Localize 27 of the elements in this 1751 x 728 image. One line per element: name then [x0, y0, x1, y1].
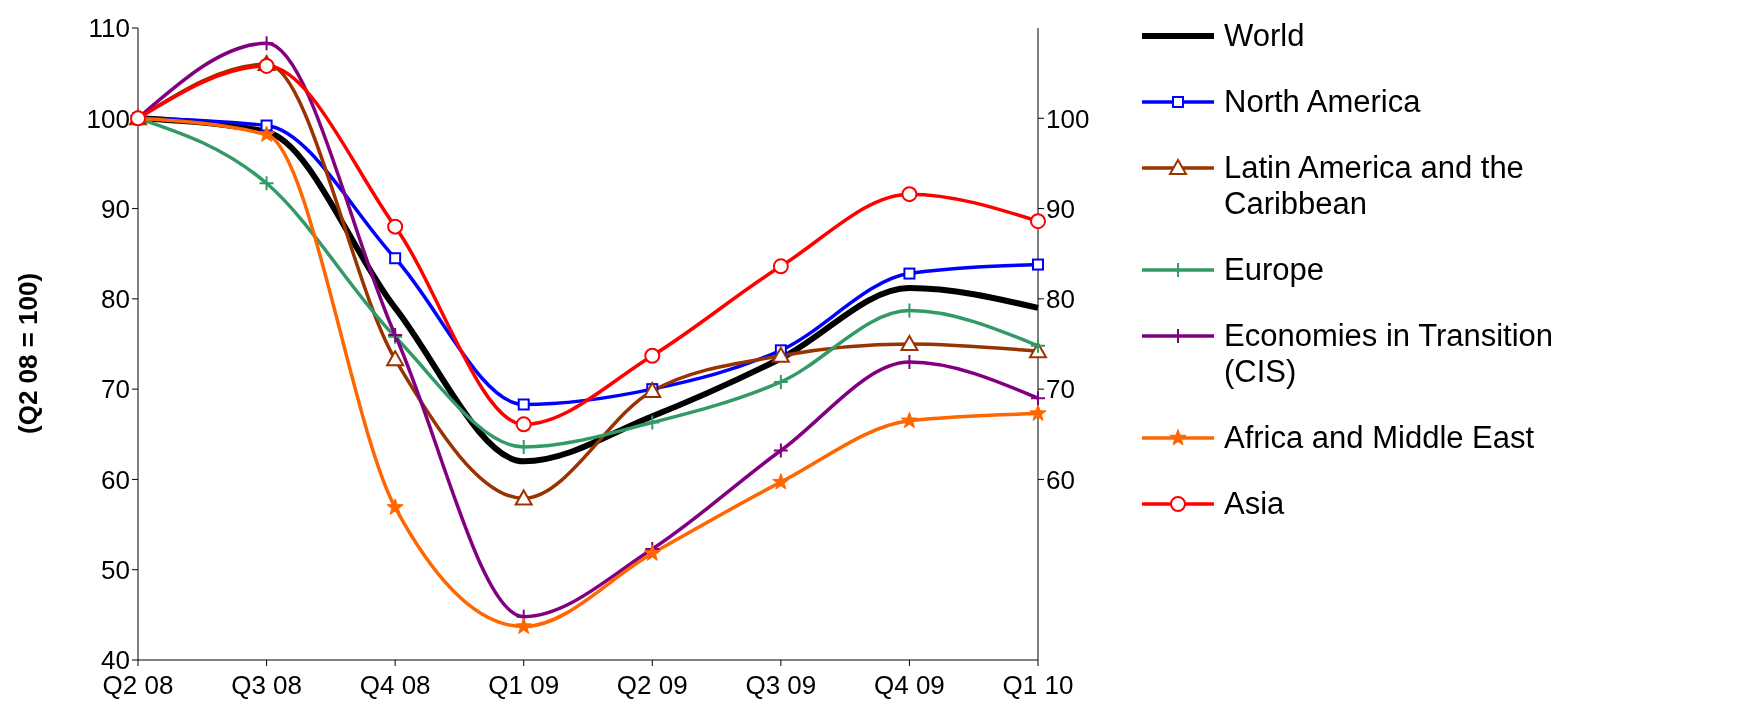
y2-tick-label: 70	[1046, 374, 1075, 405]
y-tick-label: 50	[101, 554, 130, 585]
y2-tick-label: 60	[1046, 464, 1075, 495]
legend-label: Economies in Transition (CIS)	[1224, 318, 1555, 390]
legend-label: Asia	[1224, 486, 1285, 522]
y-axis-title: (Q2 08 = 100)	[13, 272, 44, 434]
x-tick-label: Q1 09	[488, 670, 560, 701]
y2-tick-label: 90	[1046, 193, 1075, 224]
x-tick-label: Q4 08	[359, 670, 431, 701]
x-tick-label: Q2 09	[616, 670, 688, 701]
x-tick-label: Q3 08	[231, 670, 302, 701]
legend-label: Latin America and the Caribbean	[1224, 150, 1525, 222]
legend-label: Africa and Middle East	[1224, 420, 1535, 456]
y-tick-label: 70	[101, 374, 130, 405]
legend-label: North America	[1224, 84, 1421, 120]
y-tick-label: 90	[101, 193, 130, 224]
x-tick-label: Q1 10	[1002, 670, 1074, 701]
x-tick-label: Q3 09	[745, 670, 817, 701]
y-tick-label: 110	[88, 13, 130, 44]
y-tick-label: 100	[86, 103, 130, 134]
legend-label: World	[1224, 18, 1305, 54]
y-tick-label: 80	[101, 284, 130, 315]
y-tick-label: 60	[101, 464, 130, 495]
y2-tick-label: 100	[1046, 103, 1090, 134]
legend-label: Europe	[1224, 252, 1324, 288]
y2-tick-label: 80	[1046, 284, 1075, 315]
x-tick-label: Q4 09	[874, 670, 945, 701]
